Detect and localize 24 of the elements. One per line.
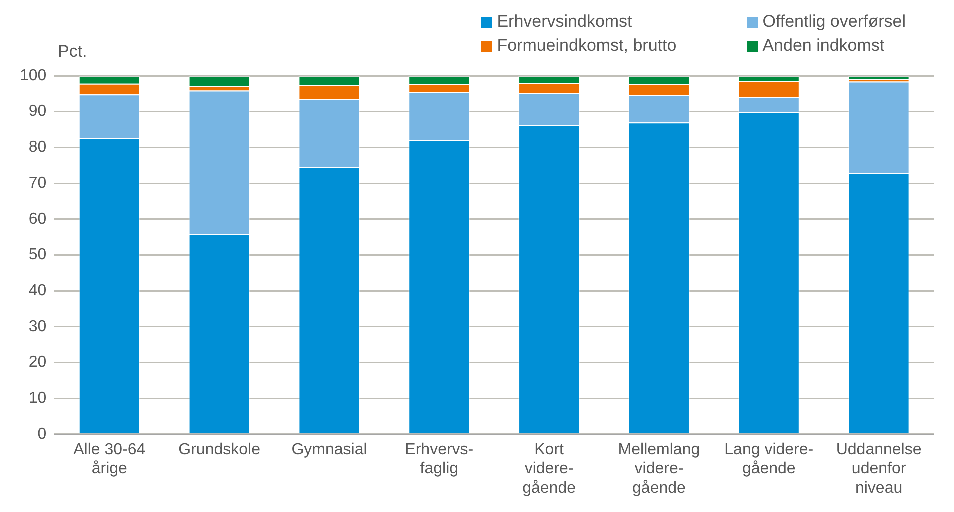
y-tick-label: 40 xyxy=(28,282,47,300)
x-tick-label: Alle 30-64 årige xyxy=(74,441,146,478)
y-tick-label: 70 xyxy=(28,174,47,192)
legend-label: Anden indkomst xyxy=(762,36,885,56)
y-tick-label: 20 xyxy=(28,354,47,372)
legend-label: Erhvervsindkomst xyxy=(497,12,632,32)
x-tick-label: Kort videre- gående xyxy=(522,441,576,497)
x-tick-label: Mellemlang videre- gående xyxy=(618,441,700,497)
y-tick-label: 90 xyxy=(28,103,47,120)
y-axis-title: Pct. xyxy=(58,42,88,62)
x-tick-label: Grundskole xyxy=(178,441,261,458)
y-tick-label: 80 xyxy=(28,139,47,156)
y-tick-label: 50 xyxy=(28,246,47,264)
x-tick-label: Gymnasial xyxy=(292,441,368,458)
y-tick-label: 0 xyxy=(38,426,47,443)
legend-label: Offentlig overførsel xyxy=(762,12,906,32)
legend-label: Formueindkomst, brutto xyxy=(497,36,677,56)
x-tick-label: Uddannelse udenfor niveau xyxy=(836,441,922,497)
y-tick-label: 30 xyxy=(28,318,47,336)
y-tick-label: 100 xyxy=(20,67,47,84)
y-tick-label: 10 xyxy=(28,390,47,407)
x-tick-label: Erhvervs- faglig xyxy=(405,441,474,478)
y-tick-label: 60 xyxy=(28,210,47,228)
x-tick-label: Lang videre- gående xyxy=(724,441,814,478)
